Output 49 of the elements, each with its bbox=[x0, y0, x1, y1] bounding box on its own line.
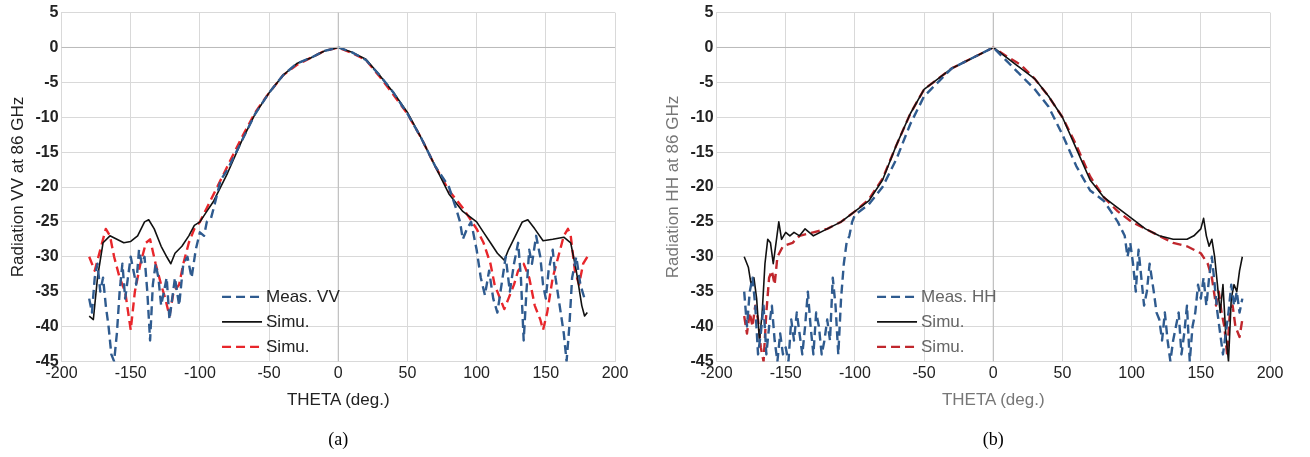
y-tick-label: -10 bbox=[35, 107, 59, 125]
x-tick-label: 0 bbox=[333, 364, 343, 382]
x-tick-label: 200 bbox=[1256, 364, 1284, 382]
text: (b) bbox=[982, 428, 1004, 450]
legend-label: Simu. bbox=[921, 336, 965, 356]
x-tick-label: -50 bbox=[912, 364, 936, 382]
y-axis-title: Radiation VV at 86 GHz bbox=[7, 96, 27, 278]
y-tick-label: -30 bbox=[35, 247, 59, 265]
y-tick-label: -15 bbox=[690, 142, 714, 160]
y-tick-label: -40 bbox=[35, 316, 59, 334]
x-tick-label: -100 bbox=[838, 364, 871, 382]
line-series bbox=[743, 46, 1244, 362]
y-tick-label: -20 bbox=[690, 177, 714, 195]
x-tick-label: 50 bbox=[398, 364, 417, 382]
y-tick-label: -25 bbox=[690, 212, 714, 230]
x-tick-label: 0 bbox=[988, 364, 998, 382]
y-tick-label: -15 bbox=[35, 142, 59, 160]
x-tick-label: 100 bbox=[463, 364, 491, 382]
x-tick-label: -50 bbox=[257, 364, 281, 382]
legend-label: Simu. bbox=[266, 336, 310, 356]
x-tick-label: 100 bbox=[1118, 364, 1146, 382]
y-tick-label: 0 bbox=[704, 37, 714, 55]
x-tick-label: -100 bbox=[183, 364, 216, 382]
legend-label: Meas. VV bbox=[266, 286, 341, 306]
y-tick-label: -35 bbox=[35, 282, 59, 300]
y-axis-title: Radiation HH at 86 GHz bbox=[662, 95, 682, 279]
y-tick-label: -20 bbox=[35, 177, 59, 195]
x-tick-label: -150 bbox=[769, 364, 802, 382]
legend-label: Meas. HH bbox=[921, 286, 997, 306]
x-tick-label: -150 bbox=[114, 364, 147, 382]
y-tick-label: -40 bbox=[690, 316, 714, 334]
text: (a) bbox=[328, 428, 349, 450]
y-tick-label: -10 bbox=[690, 107, 714, 125]
y-tick-label: -25 bbox=[35, 212, 59, 230]
x-axis-title: THETA (deg.) bbox=[941, 390, 1045, 410]
x-axis-title: THETA (deg.) bbox=[286, 390, 390, 410]
y-tick-label: 5 bbox=[49, 3, 59, 21]
legend-label: Simu. bbox=[266, 311, 310, 331]
x-tick-label: 50 bbox=[1053, 364, 1072, 382]
x-tick-label: 150 bbox=[1187, 364, 1215, 382]
y-tick-label: -5 bbox=[699, 72, 714, 90]
y-tick-label: 0 bbox=[49, 37, 59, 55]
y-tick-label: -5 bbox=[44, 72, 59, 90]
y-tick-label: -30 bbox=[690, 247, 714, 265]
y-tick-label: 5 bbox=[704, 3, 714, 21]
y-tick-label: -35 bbox=[690, 282, 714, 300]
legend-label: Simu. bbox=[921, 311, 965, 331]
x-tick-label: 200 bbox=[601, 364, 629, 382]
x-tick-label: 150 bbox=[532, 364, 560, 382]
